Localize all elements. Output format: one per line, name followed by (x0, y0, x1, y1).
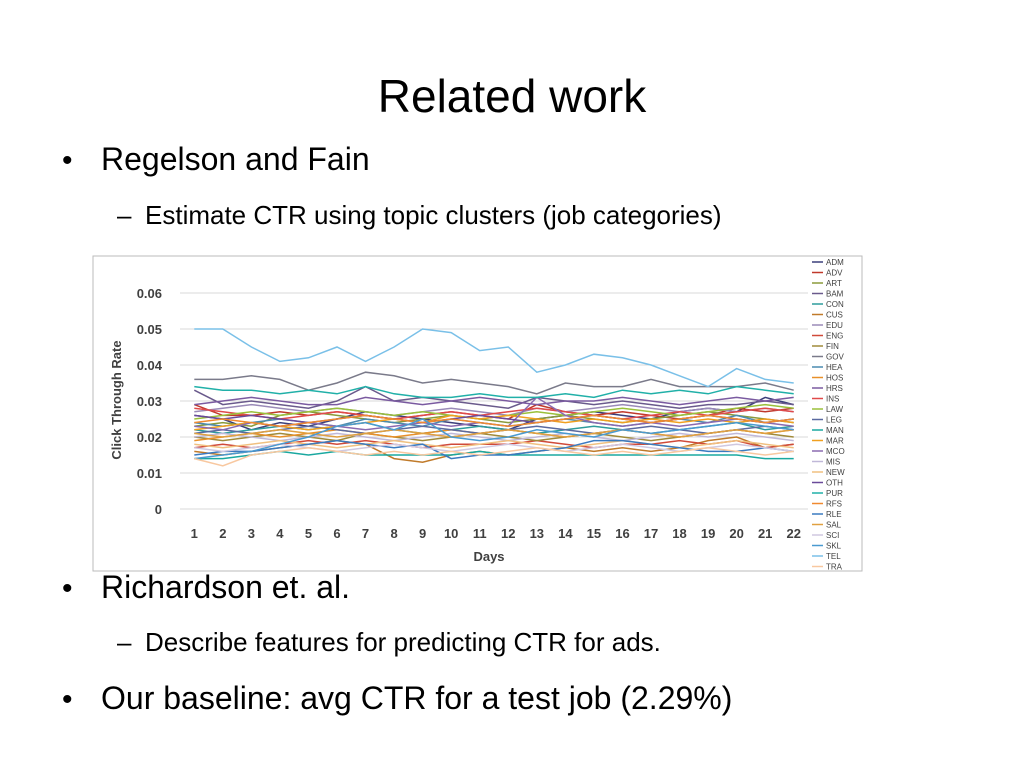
legend-label: TEL (826, 552, 841, 561)
y-tick-label: 0 (155, 502, 162, 517)
legend-label: HOS (826, 374, 843, 383)
legend-label: ADM (826, 258, 844, 267)
y-tick-label: 0.01 (137, 466, 162, 481)
sub-bullet: Describe features for predicting CTR for… (145, 627, 661, 657)
sub-bullet-marker: – (117, 627, 132, 657)
x-tick-label: 11 (473, 526, 487, 541)
x-tick-label: 2 (219, 526, 226, 541)
series-line (193, 385, 794, 409)
series-line (194, 396, 794, 406)
chart: Click Through Rate Days 0 0.01 0.02 0.03 0.0… (92, 255, 863, 572)
legend-label: TRA (826, 563, 843, 572)
legend-label: ENG (826, 332, 843, 341)
legend-label: MIS (826, 458, 840, 467)
x-tick-label: 13 (530, 526, 544, 541)
x-tick-label: 15 (587, 526, 601, 541)
legend-label: SAL (826, 521, 842, 530)
x-tick-label: 3 (248, 526, 255, 541)
legend-label: SKL (826, 542, 842, 551)
y-tick-label: 0.06 (137, 286, 162, 301)
legend-label: GOV (826, 353, 844, 362)
sub-bullet: Estimate CTR using topic clusters (job c… (145, 200, 722, 230)
legend-label: OTH (826, 479, 843, 488)
legend-label: PUR (826, 489, 843, 498)
series-line (194, 328, 794, 388)
legend-label: BAM (826, 290, 844, 299)
series-line (194, 371, 794, 395)
x-tick-label: 9 (419, 526, 426, 541)
legend-label: LAW (826, 405, 843, 414)
legend-label: NEW (826, 468, 845, 477)
x-tick-label: 1 (191, 526, 198, 541)
x-tick-label: 19 (701, 526, 715, 541)
x-axis-title: Days (473, 549, 504, 564)
legend-label: HRS (826, 384, 843, 393)
legend-label: MAN (826, 426, 844, 435)
x-tick-label: 16 (615, 526, 629, 541)
x-tick-label: 21 (758, 526, 772, 541)
y-tick-label: 0.02 (137, 430, 162, 445)
series-line (194, 385, 794, 399)
x-tick-label: 6 (333, 526, 340, 541)
legend-label: INS (826, 395, 839, 404)
x-tick-label: 8 (390, 526, 397, 541)
x-tick-label: 17 (644, 526, 658, 541)
legend-label: MAR (826, 437, 844, 446)
bullet-marker: • (62, 144, 73, 177)
legend-label: ADV (826, 269, 843, 278)
legend-label: HEA (826, 363, 843, 372)
series-line (194, 439, 794, 449)
x-tick-label: 7 (362, 526, 369, 541)
y-tick-label: 0.05 (137, 322, 162, 337)
sub-bullet-marker: – (117, 200, 132, 230)
y-tick-label: 0.03 (137, 394, 162, 409)
x-tick-label: 10 (444, 526, 458, 541)
x-tick-label: 4 (276, 526, 284, 541)
legend-label: SCI (826, 531, 839, 540)
legend-label: CON (826, 300, 844, 309)
bullet: Richardson et. al. (101, 569, 350, 605)
legend-label: FIN (826, 342, 839, 351)
y-axis-title: Click Through Rate (109, 340, 124, 459)
slide-title: Related work (378, 70, 647, 122)
x-tick-label: 22 (786, 526, 800, 541)
bullet: Our baseline: avg CTR for a test job (2.… (101, 680, 732, 716)
bullet: Regelson and Fain (101, 141, 370, 177)
legend-label: ART (826, 279, 842, 288)
x-tick-label: 14 (558, 526, 573, 541)
legend-label: RLE (826, 510, 842, 519)
bullet-marker: • (62, 572, 73, 605)
legend-label: CUS (826, 311, 843, 320)
series-line (194, 418, 794, 460)
legend-label: LEG (826, 416, 842, 425)
x-tick-label: 12 (501, 526, 515, 541)
y-tick-label: 0.04 (137, 358, 163, 373)
series-line (194, 429, 794, 438)
series-line (194, 414, 794, 427)
x-tick-label: 18 (672, 526, 686, 541)
x-tick-label: 5 (305, 526, 312, 541)
legend-label: MCO (826, 447, 845, 456)
legend-label: RFS (826, 500, 842, 509)
x-tick-label: 20 (729, 526, 743, 541)
series-line (194, 447, 794, 467)
chart-frame (92, 255, 863, 572)
legend-label: EDU (826, 321, 843, 330)
bullet-marker: • (62, 683, 73, 716)
